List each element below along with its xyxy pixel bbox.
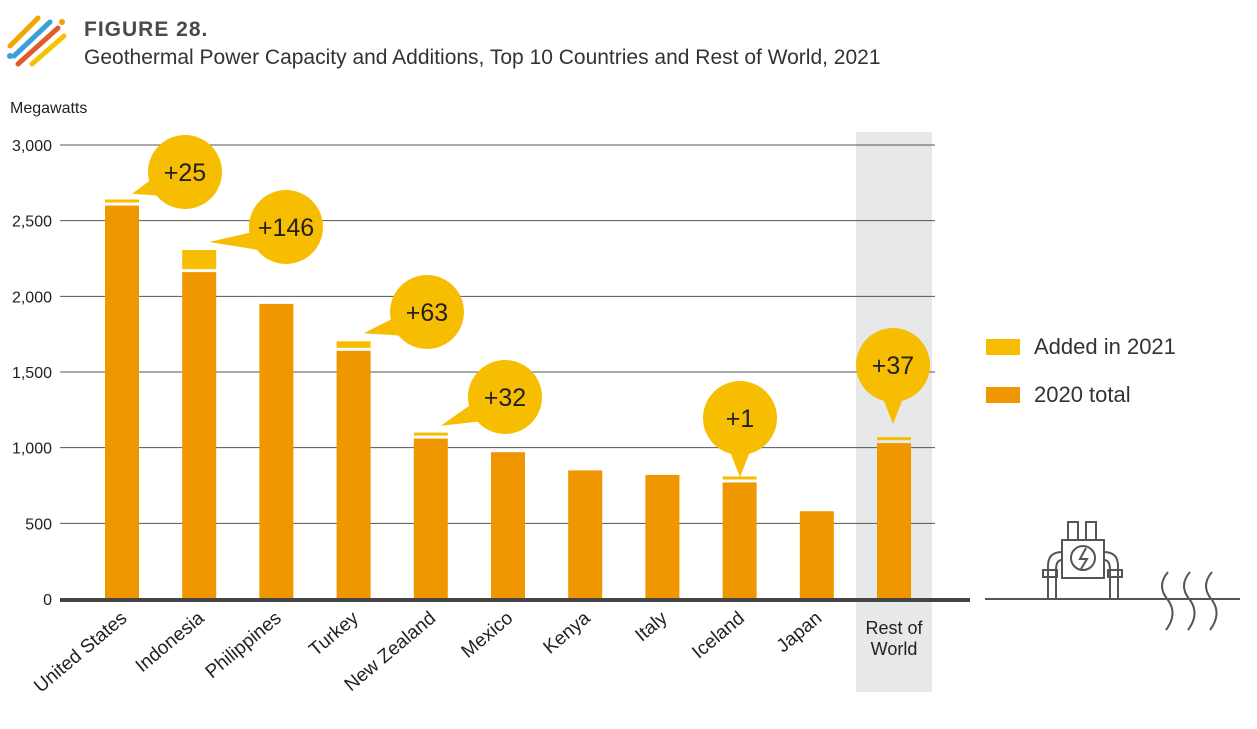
callout-bubble: +1 [703,381,777,477]
callout-label: +1 [726,405,755,433]
legend-label-added: Added in 2021 [1034,334,1176,359]
bar-2020-total [568,470,603,599]
bar-added-2021 [182,250,217,270]
legend-swatch-base [986,387,1020,403]
y-tick-label: 3,000 [12,138,52,155]
y-tick-label: 0 [43,592,52,609]
bar-2020-total [336,350,371,599]
callout-circle [148,135,222,209]
x-tick-label: World [871,639,918,659]
callout-label: +63 [406,299,448,327]
bar-2020-total [645,474,680,599]
bar-added-2021 [877,437,911,441]
y-tick-label: 500 [25,516,52,533]
bar-2020-total [182,272,217,599]
x-tick-label: Turkey [305,607,363,660]
bar-2020-total [259,303,294,599]
x-tick-label: Italy [631,607,672,646]
bar-2020-total [491,452,525,599]
x-tick-label: Philippines [202,608,286,683]
bar-2020-total [722,482,757,599]
y-axis-label: Megawatts [10,100,87,117]
y-tick-label: 2,500 [12,214,52,231]
callout-bubble: +63 [363,275,464,349]
x-tick-label: Kenya [540,607,595,658]
callout-circle [703,381,777,455]
callout-bubble: +32 [440,360,542,434]
x-tick-label: United States [30,608,131,697]
bar-2020-total [413,438,448,599]
x-tick-label: Mexico [458,608,518,663]
y-tick-label: 2,000 [12,289,52,306]
callout-label: +37 [872,352,914,380]
y-tick-label: 1,500 [12,365,52,382]
x-tick-label: Iceland [688,608,748,663]
bar-2020-total [105,205,139,600]
callout-label: +146 [258,214,314,242]
bar-2020-total [877,443,911,599]
geothermal-plant-icon [985,521,1240,631]
bar-added-2021 [336,341,371,348]
bar-added-2021 [105,199,139,203]
callout-label: +25 [164,159,206,187]
report-logo-icon [7,15,67,67]
x-tick-label: Japan [773,608,826,657]
legend-item-base: 2020 total [986,382,1131,408]
callout-label: +32 [484,384,526,412]
x-tick-label: Indonesia [132,607,209,676]
y-tick-label: 1,000 [12,441,52,458]
bar-2020-total [799,511,834,599]
callout-circle [249,190,323,264]
legend-swatch-added [986,339,1020,355]
bar-added-2021 [413,432,448,436]
x-tick-label: Rest of [865,618,923,638]
callout-bubble: +146 [209,190,323,264]
callout-bubble: +25 [132,135,222,209]
legend-item-added: Added in 2021 [986,334,1176,360]
callout-circle [856,328,930,402]
callout-circle [390,275,464,349]
legend-label-base: 2020 total [1034,382,1131,407]
figure-label: FIGURE 28. [84,18,209,41]
callout-pointer [729,449,751,477]
callout-bubble: +37 [856,328,930,424]
callout-circle [468,360,542,434]
bar-added-2021 [722,476,757,480]
figure-title: Geothermal Power Capacity and Additions,… [84,46,881,69]
callout-pointer [882,396,904,424]
